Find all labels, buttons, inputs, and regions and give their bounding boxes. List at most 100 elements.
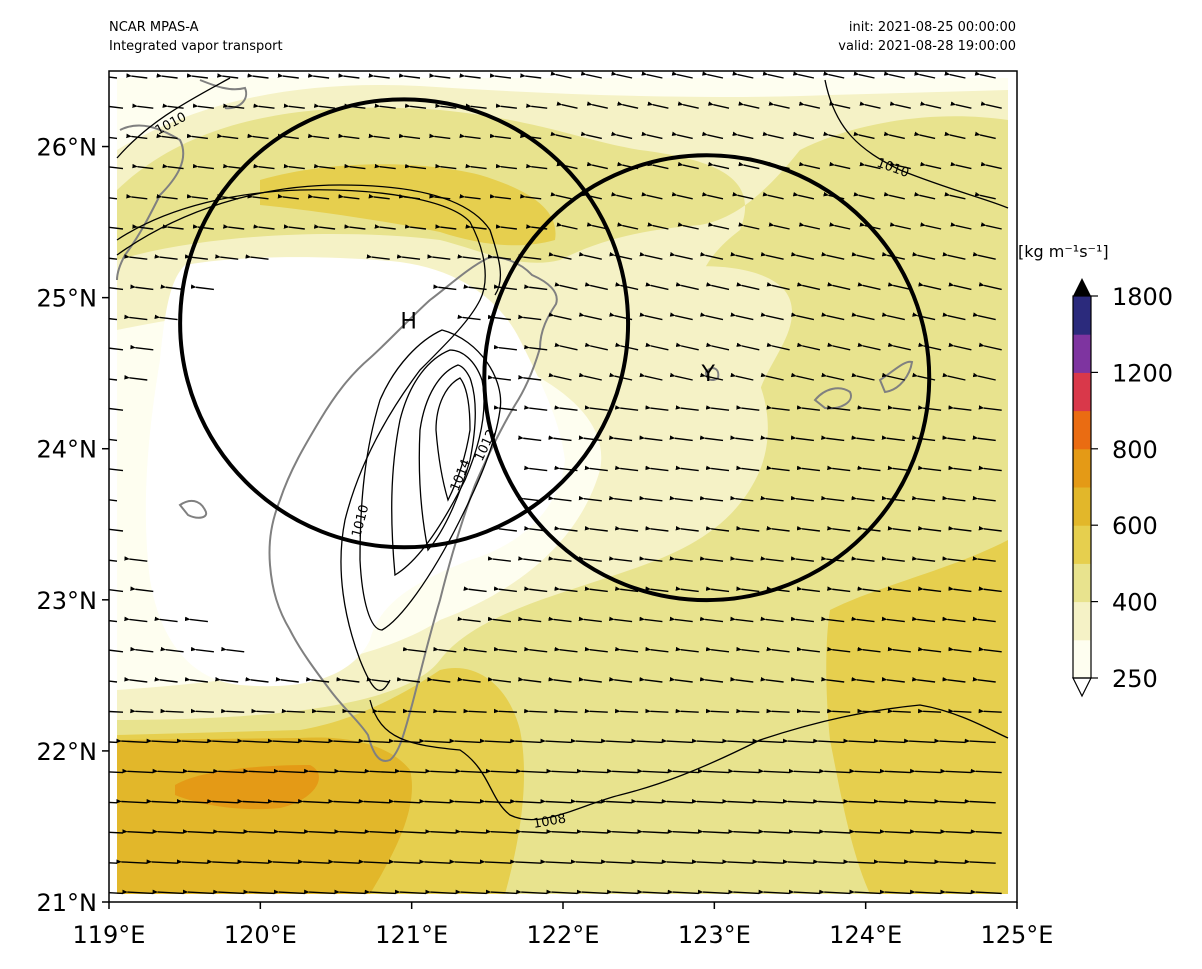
ivt-vector (707, 101, 730, 109)
ivt-vector (334, 889, 366, 895)
ivt-vector (645, 282, 669, 291)
ivt-vector (396, 677, 421, 683)
ivt-vector (493, 708, 517, 714)
ivt-vector (942, 312, 966, 321)
ivt-vector (903, 859, 936, 864)
ivt-vector (853, 71, 875, 79)
ivt-vector (116, 738, 148, 744)
ivt-vector (942, 435, 966, 442)
ivt-vector (972, 556, 996, 562)
ivt-vector (493, 344, 517, 351)
colorbar: [kg m⁻¹s⁻¹] 250 400 600 800 1200 1800 (1018, 242, 1173, 698)
ivt-vector (849, 829, 881, 834)
ivt-vector (124, 314, 148, 321)
ivt-vector (766, 282, 790, 291)
ivt-vector (732, 192, 754, 200)
ivt-vector (796, 465, 820, 472)
ivt-vector (160, 708, 184, 714)
ivt-vector (934, 859, 966, 864)
ivt-vector (873, 738, 905, 744)
ivt-vector (487, 677, 511, 683)
ivt-vector (336, 677, 360, 683)
ivt-vector (691, 859, 724, 864)
ivt-vector (429, 133, 451, 140)
ivt-vector (887, 405, 911, 411)
ivt-vector (881, 312, 905, 321)
ivt-vector (109, 801, 118, 804)
ivt-vector (675, 586, 699, 593)
ivt-vector (903, 738, 936, 744)
ivt-fill-600 (117, 737, 412, 894)
ivt-vector (873, 859, 905, 864)
ivt-vector (404, 224, 427, 230)
ivt-vector (130, 344, 154, 351)
ivt-vector (600, 859, 633, 864)
ivt-vector (697, 889, 730, 895)
ivt-vector (130, 284, 154, 291)
ivt-vector (940, 889, 972, 895)
ivt-vector (404, 103, 427, 109)
ivt-vector (109, 619, 118, 623)
ivt-vector (978, 708, 1002, 714)
ivt-vector (146, 738, 178, 744)
ivt-vector (459, 73, 481, 79)
marker-h: H (400, 309, 417, 334)
ivt-vector (821, 372, 845, 381)
ivt-vector (857, 646, 881, 653)
ivt-vector (645, 708, 669, 714)
ivt-vector (819, 768, 851, 774)
ivt-vector (109, 589, 124, 593)
ivt-vector (819, 889, 851, 895)
ivt-vector (109, 831, 124, 834)
ivt-vector (493, 405, 517, 411)
ivt-vector (396, 254, 421, 260)
ivt-vector (550, 71, 572, 79)
ivt-vector (790, 556, 814, 562)
ivt-vector (122, 768, 154, 774)
ivt-vector (843, 799, 875, 804)
ivt-vector (881, 556, 905, 562)
ivt-vector (283, 224, 305, 230)
ivt-fill-500-east (826, 540, 1008, 894)
ivt-vector (972, 312, 996, 321)
ivt-vector (176, 859, 208, 864)
ivt-vector (887, 282, 911, 291)
ivt-vector (223, 224, 245, 230)
ivt-vector (879, 829, 911, 834)
ivt-vector (485, 829, 517, 834)
colorbar-swatch (1073, 487, 1091, 526)
colorbar-tick-label: 1200 (1112, 359, 1173, 387)
contour-1010-taiwan (116, 189, 486, 692)
ivt-vector (126, 133, 148, 140)
ivt-vector (303, 889, 336, 895)
ivt-vector (273, 889, 305, 895)
ivt-vector (614, 586, 639, 593)
colorbar-swatch (1073, 410, 1091, 450)
ivt-vector (275, 677, 299, 683)
ivt-vector (358, 738, 390, 744)
ivt-vector (948, 586, 972, 593)
ivt-vector (798, 161, 821, 170)
ivt-vector (843, 859, 875, 864)
ivt-vector (463, 708, 487, 714)
ivt-vector (798, 101, 821, 109)
ivt-vector (752, 799, 784, 804)
ivt-vector (556, 222, 578, 230)
ivt-vector (614, 708, 639, 714)
ivt-vector (671, 131, 693, 140)
ivt-vector (903, 799, 936, 804)
ivt-vector (217, 133, 239, 140)
ivt-vector (917, 586, 942, 593)
ivt-vector (796, 526, 820, 532)
ivt-vector (328, 738, 360, 744)
ivt-vector (859, 161, 881, 170)
ivt-vector (457, 254, 481, 260)
ivt-vector (182, 768, 214, 774)
colorbar-tick-label: 600 (1112, 512, 1158, 540)
ivt-vector (705, 646, 730, 653)
y-tick-label: 26°N (37, 134, 98, 162)
ivt-vector (641, 131, 663, 140)
ivt-vector (338, 73, 360, 79)
ivt-vector (978, 646, 1002, 653)
ivt-vector (631, 738, 663, 744)
